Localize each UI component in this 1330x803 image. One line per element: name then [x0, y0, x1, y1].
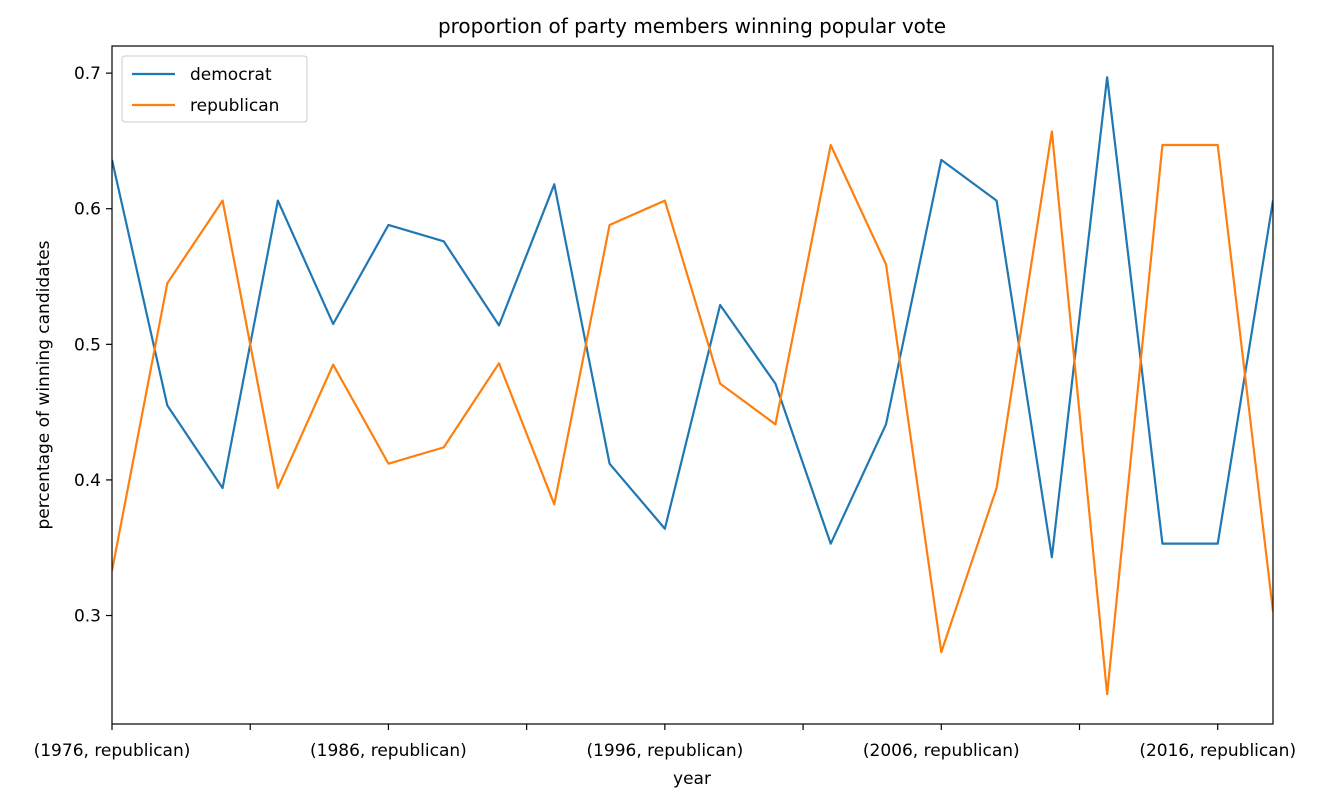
- x-tick-label: (1986, republican): [310, 741, 467, 761]
- plot-area: [111, 45, 1274, 725]
- legend: democrat republican: [121, 55, 308, 123]
- plot-frame: [111, 45, 1274, 725]
- x-axis: (1976, republican) (1986, republican) (199…: [34, 724, 1296, 761]
- x-tick-label: (1976, republican): [34, 741, 191, 761]
- y-axis: 0.3 0.4 0.5 0.6 0.7: [74, 64, 112, 627]
- x-axis-label: year: [673, 769, 711, 789]
- x-tick-label: (1996, republican): [586, 741, 743, 761]
- x-tick-label: (2016, republican): [1139, 741, 1296, 761]
- legend-label-republican: republican: [190, 96, 279, 116]
- series-line-republican: [112, 130, 1273, 696]
- y-tick-label: 0.7: [74, 64, 101, 84]
- series-line-democrat: [112, 76, 1273, 559]
- y-tick-label: 0.4: [74, 471, 101, 491]
- y-tick-label: 0.6: [74, 200, 101, 220]
- legend-label-democrat: democrat: [190, 65, 272, 85]
- series-layer: [112, 76, 1273, 696]
- x-tick-label: (2006, republican): [863, 741, 1020, 761]
- y-tick-label: 0.3: [74, 607, 101, 627]
- y-axis-label: percentage of winning candidates: [34, 240, 54, 529]
- y-tick-label: 0.5: [74, 335, 101, 355]
- chart-title: proportion of party members winning popu…: [438, 14, 946, 38]
